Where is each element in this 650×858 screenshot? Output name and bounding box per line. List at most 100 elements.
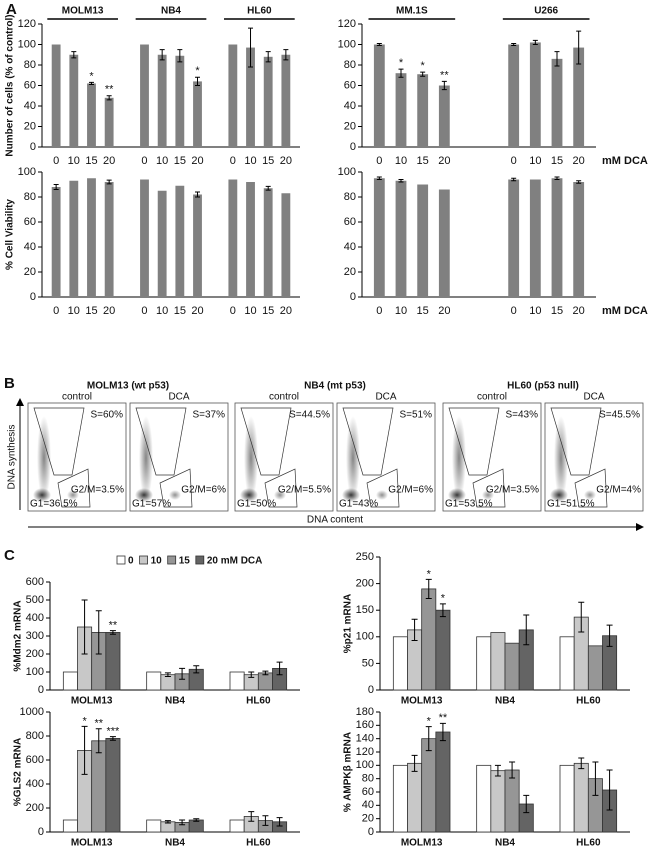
cell-cloud [448, 488, 466, 502]
bar [529, 42, 541, 148]
error-bar [71, 51, 77, 59]
bar [417, 74, 429, 147]
gate-label: G2/M=6% [388, 485, 433, 496]
x-tick-label: 10 [68, 305, 80, 317]
bar [417, 184, 429, 297]
y-tick-label: 100 [26, 666, 44, 678]
x-tick-label: 0 [53, 155, 59, 167]
legend-swatch [139, 555, 148, 565]
y-tick-label: 80 [344, 59, 356, 71]
y-tick-label: 120 [338, 18, 356, 30]
significance: ** [440, 69, 449, 81]
x-tick-label: 10 [529, 155, 541, 167]
panel-label: A [6, 1, 17, 18]
x-tick-label: 15 [262, 305, 274, 317]
bar [392, 636, 408, 691]
bar [407, 762, 423, 833]
x-tick-label: HL60 [246, 696, 271, 707]
error-bar [164, 820, 171, 824]
y-tick-label: 20 [362, 813, 374, 825]
significance: ** [105, 84, 114, 96]
x-tick-label: 20 [438, 305, 450, 317]
x-tick-label: 20 [191, 305, 203, 317]
y-tick-label: 250 [356, 551, 374, 563]
bar [246, 47, 255, 148]
gate-label: G1=50% [237, 499, 276, 510]
bar [51, 44, 61, 147]
error-bar [398, 68, 404, 78]
error-bar [439, 603, 446, 618]
y-axis-label: %GLS2 mRNA [13, 738, 24, 806]
x-tick-label: 15 [85, 305, 97, 317]
x-tick-label: 20 [103, 305, 115, 317]
error-bar [398, 179, 404, 183]
x-tick-label: MOLM13 [71, 696, 113, 707]
error-bar [179, 667, 186, 680]
panel-label: B [4, 375, 15, 392]
significance: * [427, 716, 432, 728]
y-tick-label: 60 [24, 79, 36, 91]
gate-label: S=37% [192, 410, 225, 421]
error-bar [511, 42, 517, 47]
bar [392, 764, 408, 833]
bar [140, 179, 149, 297]
error-bar [53, 184, 59, 190]
x-tick-label: 15 [551, 155, 563, 167]
cell-cloud [240, 488, 258, 502]
cell-cloud [274, 490, 286, 500]
y-tick-label: 100 [356, 631, 374, 643]
bar [504, 769, 520, 833]
condition-label: control [62, 392, 92, 403]
y-tick-label: 40 [24, 241, 36, 253]
error-bar [606, 769, 613, 811]
error-bar [509, 761, 516, 779]
y-tick-label: 160 [356, 719, 374, 731]
x-axis-label: mM DCA [602, 305, 648, 317]
error-bar [248, 671, 255, 678]
x-tick-label: 0 [230, 155, 236, 167]
gate [33, 407, 91, 508]
legend-label: 10 [151, 556, 163, 567]
gate-label: G1=36.5% [30, 499, 78, 510]
x-tick-label: 0 [511, 305, 517, 317]
bar [559, 636, 575, 691]
condition-label: DCA [583, 392, 604, 403]
error-bar [81, 725, 88, 775]
error-bar [411, 618, 418, 642]
significance: *** [106, 726, 120, 738]
bar [438, 85, 450, 147]
condition-label: control [269, 392, 299, 403]
x-tick-label: 15 [174, 305, 186, 317]
legend-label: 15 [179, 556, 191, 567]
legend-label: 0 [128, 556, 134, 567]
group-label: HL60 [247, 6, 272, 17]
y-tick-label: 80 [362, 773, 374, 785]
bar [62, 819, 78, 833]
bar [175, 185, 185, 297]
cell-cloud [135, 488, 153, 502]
y-tick-label: 80 [24, 59, 36, 71]
bar [395, 180, 407, 297]
cell-cloud [244, 416, 258, 500]
cell-cloud [554, 416, 568, 500]
y-tick-label: 600 [26, 576, 44, 588]
cell-cloud [139, 416, 153, 500]
significance: ** [109, 620, 118, 632]
bar [476, 636, 492, 691]
bar [395, 73, 407, 147]
error-bar [276, 661, 283, 676]
x-axis-label: mM DCA [602, 155, 648, 167]
cell-cloud [33, 488, 51, 502]
bar [69, 54, 79, 147]
error-bar [283, 49, 289, 61]
condition-label: DCA [375, 392, 396, 403]
bar [587, 645, 603, 691]
gate-label: G2/M=3.5% [71, 485, 124, 496]
x-tick-label: 20 [280, 305, 292, 317]
bar [508, 179, 520, 297]
gate-label: G1=51.5% [547, 499, 595, 510]
group-label: U266 [534, 6, 558, 17]
error-bar [576, 180, 582, 184]
gate-label: S=51% [399, 410, 432, 421]
significance: ** [94, 718, 103, 730]
